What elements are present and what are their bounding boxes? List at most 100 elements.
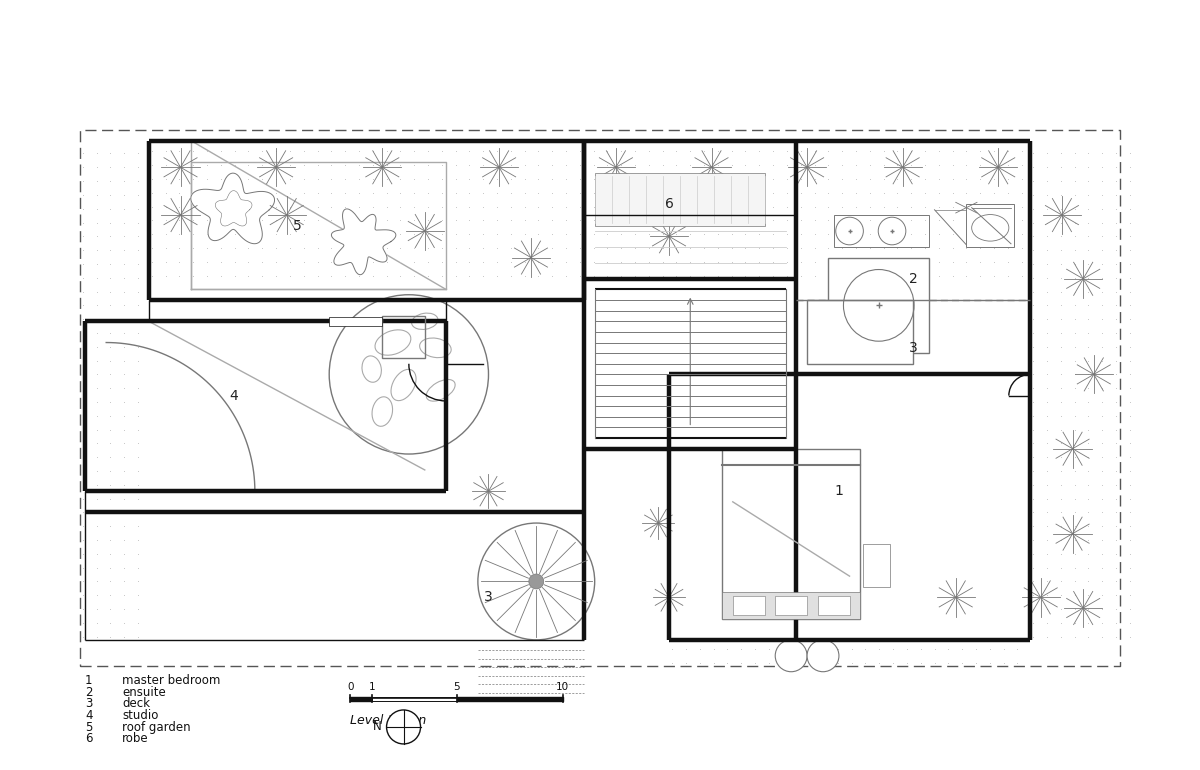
Point <box>1038 547 1057 560</box>
Point <box>377 242 396 254</box>
Point <box>529 242 548 254</box>
Point <box>625 214 644 226</box>
Polygon shape <box>149 141 584 300</box>
Point <box>984 146 1003 158</box>
Point <box>901 172 920 185</box>
Point <box>460 256 479 268</box>
Circle shape <box>529 574 544 589</box>
Point <box>745 657 764 669</box>
Point <box>971 200 990 213</box>
Point <box>842 657 862 669</box>
Point <box>1121 203 1140 215</box>
Point <box>115 147 134 159</box>
Point <box>818 242 838 254</box>
Point <box>404 242 424 254</box>
Point <box>984 242 1003 254</box>
Point <box>419 200 438 213</box>
Point <box>625 200 644 213</box>
Point <box>1051 465 1070 477</box>
Point <box>1051 216 1070 229</box>
Point <box>584 228 604 240</box>
Point <box>226 159 245 172</box>
Point <box>128 451 148 464</box>
Point <box>266 172 286 185</box>
Point <box>198 172 217 185</box>
Point <box>584 242 604 254</box>
Point <box>1121 368 1140 380</box>
Point <box>308 214 328 226</box>
Point <box>1024 272 1043 284</box>
Point <box>1121 354 1140 367</box>
Point <box>612 200 631 213</box>
Point <box>818 146 838 158</box>
Point <box>364 200 383 213</box>
Point <box>1038 410 1057 422</box>
Point <box>515 186 534 199</box>
Point <box>695 159 714 172</box>
Point <box>1106 203 1126 215</box>
Point <box>377 256 396 268</box>
Point <box>718 643 737 655</box>
Point <box>943 200 962 213</box>
Point <box>943 228 962 240</box>
Point <box>856 657 875 669</box>
Point <box>708 270 727 282</box>
Ellipse shape <box>372 397 392 427</box>
Point <box>1038 603 1057 615</box>
Point <box>1066 547 1085 560</box>
Point <box>1079 272 1098 284</box>
Point <box>115 382 134 394</box>
Point <box>736 214 755 226</box>
Point <box>349 242 368 254</box>
Point <box>695 256 714 268</box>
Point <box>1051 424 1070 436</box>
Point <box>929 214 948 226</box>
Point <box>115 547 134 560</box>
Point <box>625 256 644 268</box>
Point <box>156 186 175 199</box>
Point <box>377 228 396 240</box>
Point <box>281 214 300 226</box>
Point <box>419 256 438 268</box>
Point <box>128 506 148 518</box>
Point <box>1038 479 1057 491</box>
Point <box>322 242 341 254</box>
Point <box>1066 465 1085 477</box>
Point <box>73 631 92 643</box>
Point <box>667 146 686 158</box>
Text: 1: 1 <box>368 682 374 692</box>
Point <box>115 424 134 436</box>
Point <box>800 643 820 655</box>
Point <box>322 228 341 240</box>
Point <box>1051 286 1070 298</box>
Point <box>570 228 589 240</box>
Point <box>1106 354 1126 367</box>
Point <box>460 214 479 226</box>
Point <box>446 214 466 226</box>
Point <box>818 186 838 199</box>
Point <box>1066 506 1085 518</box>
Point <box>956 200 976 213</box>
Point <box>1079 340 1098 353</box>
Point <box>364 256 383 268</box>
Point <box>625 172 644 185</box>
Point <box>901 214 920 226</box>
Point <box>916 214 935 226</box>
Point <box>88 313 107 325</box>
Point <box>253 186 272 199</box>
Point <box>1093 244 1112 256</box>
Point <box>1066 244 1085 256</box>
Point <box>1051 603 1070 615</box>
Point <box>253 159 272 172</box>
Point <box>487 159 506 172</box>
Point <box>308 228 328 240</box>
Text: 5: 5 <box>85 721 92 734</box>
Point <box>1121 258 1140 270</box>
Point <box>1024 300 1043 312</box>
Point <box>73 340 92 353</box>
Point <box>156 242 175 254</box>
Point <box>929 228 948 240</box>
Text: 3: 3 <box>85 697 92 710</box>
Point <box>101 561 120 574</box>
Point <box>281 159 300 172</box>
